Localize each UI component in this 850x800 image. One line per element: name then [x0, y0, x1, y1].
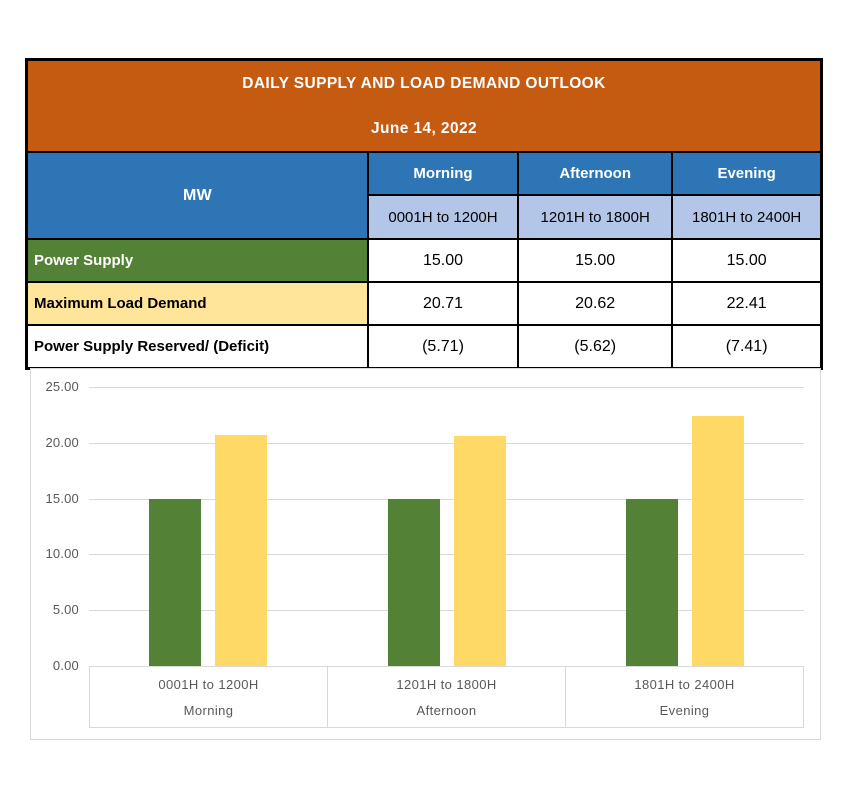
- table-row-reserve-deficit: Power Supply Reserved/ (Deficit) (5.71) …: [25, 324, 823, 370]
- col-header-evening: Evening: [671, 151, 823, 196]
- y-axis-tick-label: 20.00: [45, 434, 79, 450]
- x-axis-category-area: 0001H to 1200H Morning 1201H to 1800H After…: [89, 666, 804, 728]
- table-row-power-supply: Power Supply 15.00 15.00 15.00: [25, 238, 823, 283]
- reserve-morning: (5.71): [366, 324, 520, 370]
- supply-demand-bar-chart: 0.00 5.00 10.00 15.00 20.00 25.00 0001H to 120…: [30, 368, 821, 740]
- table-title: DAILY SUPPLY AND LOAD DEMAND OUTLOOK: [242, 74, 606, 92]
- bar-power-supply-afternoon: [387, 498, 440, 666]
- row-label-max-load-demand: Maximum Load Demand: [25, 281, 369, 326]
- chart-gridline: [89, 387, 804, 388]
- power-supply-evening: 15.00: [671, 238, 823, 283]
- table-title-cell: DAILY SUPPLY AND LOAD DEMAND OUTLOOK Jun…: [25, 58, 823, 153]
- category-period-label: Morning: [183, 703, 234, 718]
- x-axis-category-group: 1801H to 2400H Evening: [566, 667, 803, 727]
- y-axis-tick-label: 10.00: [45, 546, 79, 562]
- supply-demand-table: DAILY SUPPLY AND LOAD DEMAND OUTLOOK Jun…: [25, 58, 823, 370]
- chart-gridline: [89, 554, 804, 556]
- col-hours-morning: 0001H to 1200H: [366, 194, 520, 240]
- chart-gridline: [89, 442, 804, 444]
- table-date: June 14, 2022: [370, 119, 478, 137]
- bar-power-supply-morning: [149, 498, 202, 666]
- x-axis-category-group: 1201H to 1800H Afternoon: [328, 667, 566, 727]
- bar-maximum-load-demand-morning: [215, 434, 268, 666]
- unit-header-mw: MW: [25, 151, 369, 240]
- row-label-power-supply: Power Supply: [25, 238, 369, 283]
- category-hours-label: 0001H to 1200H: [158, 677, 259, 692]
- x-axis-category-group: 0001H to 1200H Morning: [90, 667, 328, 727]
- category-period-label: Evening: [659, 703, 710, 718]
- row-label-reserve-deficit: Power Supply Reserved/ (Deficit): [25, 324, 369, 370]
- reserve-afternoon: (5.62): [517, 324, 674, 370]
- max-load-afternoon: 20.62: [517, 281, 674, 326]
- category-hours-label: 1801H to 2400H: [634, 677, 735, 692]
- bar-maximum-load-demand-evening: [691, 415, 744, 666]
- col-hours-evening: 1801H to 2400H: [671, 194, 823, 240]
- y-axis-tick-label: 5.00: [52, 602, 79, 618]
- reserve-evening: (7.41): [671, 324, 823, 370]
- power-supply-afternoon: 15.00: [517, 238, 674, 283]
- chart-gridline: [89, 498, 804, 500]
- max-load-morning: 20.71: [366, 281, 520, 326]
- table-row-max-load-demand: Maximum Load Demand 20.71 20.62 22.41: [25, 281, 823, 326]
- power-supply-morning: 15.00: [366, 238, 520, 283]
- category-period-label: Afternoon: [416, 703, 477, 718]
- y-axis-tick-label: 25.00: [45, 379, 79, 394]
- bar-power-supply-evening: [625, 498, 678, 666]
- col-header-afternoon: Afternoon: [517, 151, 674, 196]
- bar-maximum-load-demand-afternoon: [453, 435, 506, 666]
- category-hours-label: 1201H to 1800H: [396, 677, 497, 692]
- col-hours-afternoon: 1201H to 1800H: [517, 194, 674, 240]
- chart-gridline: [89, 610, 804, 612]
- y-axis-tick-label: 15.00: [45, 490, 79, 506]
- col-header-morning: Morning: [366, 151, 520, 196]
- y-axis-tick-label: 0.00: [52, 658, 79, 673]
- max-load-evening: 22.41: [671, 281, 823, 326]
